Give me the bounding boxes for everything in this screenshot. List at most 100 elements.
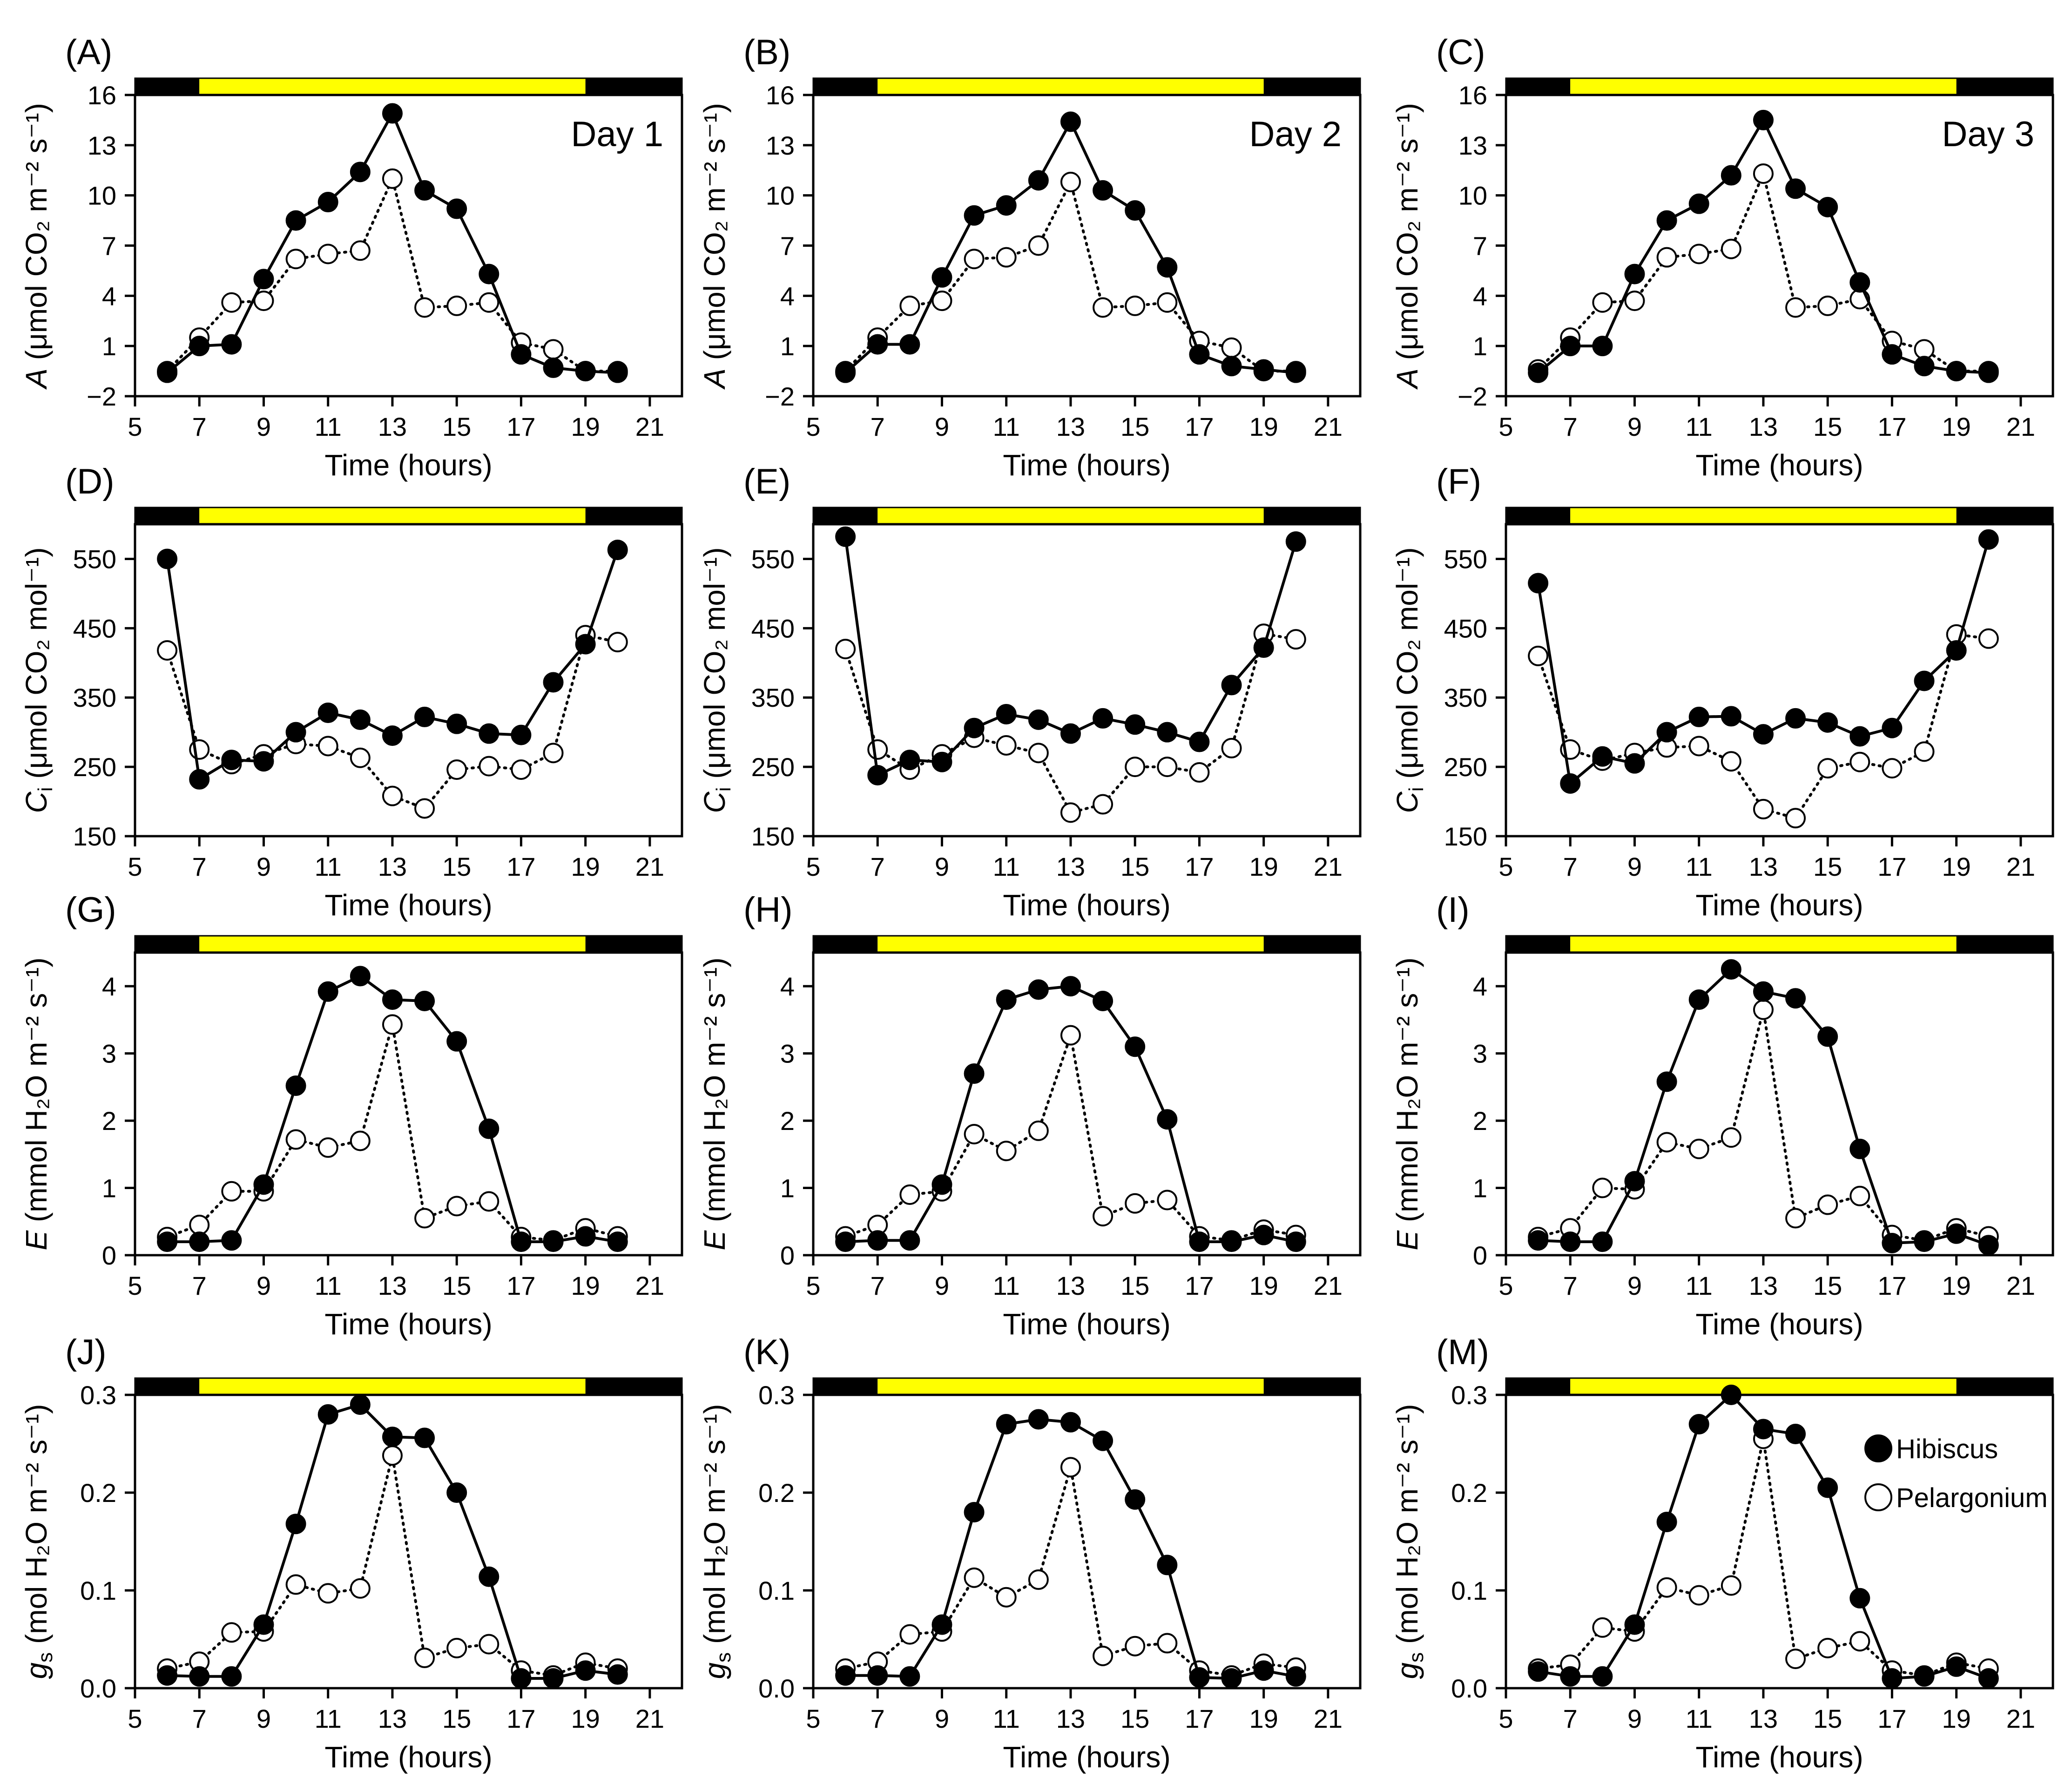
dark-period-bar-morning	[135, 78, 200, 95]
pelargonium-point	[414, 1647, 435, 1668]
hibiscus-point	[1753, 981, 1774, 1002]
hibiscus-point	[350, 1394, 371, 1415]
hibiscus-point	[479, 723, 499, 744]
hibiscus-point	[1785, 1424, 1806, 1444]
hibiscus-point	[1221, 675, 1242, 696]
hibiscus-point	[1914, 1231, 1935, 1252]
x-axis-title: Time (hours)	[1003, 448, 1170, 482]
pelargonium-point	[1688, 243, 1709, 264]
hibiscus-point	[317, 1404, 338, 1425]
x-tick-label: 11	[315, 412, 342, 441]
y-axis-title: Ci (μmol CO₂ mol⁻¹)	[20, 547, 57, 813]
x-tick-label: 5	[128, 1271, 142, 1300]
x-tick-label: 21	[2006, 852, 2035, 881]
hibiscus-point	[1157, 1555, 1178, 1576]
x-axis-title: Time (hours)	[1003, 1740, 1170, 1774]
y-tick-label: 2	[1473, 1106, 1487, 1136]
hibiscus-point	[1978, 362, 1999, 383]
pelargonium-point	[285, 249, 306, 270]
pelargonium-point	[1528, 645, 1549, 666]
light-period-bar	[199, 78, 586, 95]
plot-frame	[134, 1393, 683, 1690]
pelargonium-point	[1028, 743, 1049, 764]
x-tick-label: 11	[993, 412, 1020, 441]
x-tick-label: 17	[1185, 1271, 1214, 1300]
hibiscus-point	[1221, 1668, 1242, 1689]
dark-period-bar-morning	[1506, 78, 1571, 95]
pelargonium-point	[382, 1445, 403, 1466]
pelargonium-point	[1753, 163, 1774, 184]
x-tick-label: 7	[1563, 412, 1578, 441]
hibiscus-point	[1060, 723, 1081, 744]
y-axis-title: Ci (μmol CO₂ mol⁻¹)	[1390, 547, 1428, 813]
y-tick-label: 150	[1444, 822, 1487, 851]
pelargonium-point	[1157, 1633, 1178, 1654]
y-tick-label: 150	[751, 822, 795, 851]
pelargonium-point	[1688, 1138, 1709, 1159]
x-tick-label: 19	[571, 1704, 600, 1733]
y-tick-label: 13	[1458, 131, 1487, 160]
x-tick-label: 19	[1249, 1271, 1278, 1300]
hibiscus-point	[1528, 1230, 1549, 1251]
y-tick-label: 0.2	[80, 1478, 116, 1508]
pelargonium-point	[1849, 1631, 1870, 1652]
x-tick-label: 15	[1120, 1271, 1149, 1300]
y-tick-label: 250	[73, 752, 116, 782]
hibiscus-point	[1560, 773, 1581, 794]
pelargonium-point	[1721, 1127, 1741, 1148]
pelargonium-point	[1656, 1132, 1677, 1153]
hibiscus-point	[350, 709, 371, 730]
hibiscus-point	[1253, 359, 1274, 380]
x-tick-label: 19	[1942, 852, 1971, 881]
x-tick-label: 21	[635, 412, 664, 441]
hibiscus-point	[1656, 1512, 1677, 1532]
hibiscus-point	[1189, 1667, 1210, 1688]
x-tick-label: 5	[1498, 1271, 1513, 1300]
plot-frame	[812, 951, 1362, 1257]
x-tick-label: 7	[192, 1271, 207, 1300]
hibiscus-point	[479, 264, 499, 284]
hibiscus-point	[575, 634, 596, 655]
x-tick-label: 13	[1749, 1704, 1778, 1733]
pelargonium-point	[1849, 1185, 1870, 1206]
x-tick-label: 17	[1185, 852, 1214, 881]
hibiscus-point	[899, 1666, 920, 1687]
hibiscus-point	[511, 724, 532, 745]
x-tick-label: 19	[571, 1271, 600, 1300]
pelargonium-point	[1753, 798, 1774, 819]
pelargonium-point	[479, 756, 499, 777]
hibiscus-point	[996, 703, 1017, 724]
pelargonium-point	[1721, 238, 1741, 259]
pelargonium-point	[350, 240, 371, 261]
pelargonium-point	[1656, 1577, 1677, 1598]
x-tick-label: 9	[1627, 1271, 1642, 1300]
hibiscus-point	[607, 362, 628, 383]
x-tick-label: 19	[1249, 1704, 1278, 1733]
x-tick-label: 11	[1686, 1271, 1713, 1300]
dark-period-bar-evening	[1263, 1378, 1360, 1395]
hibiscus-point	[607, 540, 628, 561]
hibiscus-point	[1978, 1235, 1999, 1256]
hibiscus-point	[1157, 1109, 1178, 1130]
hibiscus-point	[350, 162, 371, 183]
dark-period-bar-morning	[1506, 507, 1571, 524]
y-tick-label: 4	[780, 281, 795, 311]
light-period-bar	[1570, 78, 1957, 95]
hibiscus-point	[189, 336, 210, 357]
dark-period-bar-morning	[135, 507, 200, 524]
x-tick-label: 11	[993, 1271, 1020, 1300]
y-tick-label: 550	[751, 544, 795, 574]
light-period-bar	[1570, 936, 1957, 953]
pelargonium-point	[1285, 629, 1306, 650]
hibiscus-point	[1817, 196, 1838, 217]
pelargonium-point	[1125, 1636, 1146, 1657]
hibiscus-point	[189, 1231, 210, 1252]
pelargonium-point	[1914, 741, 1935, 762]
hibiscus-point	[221, 1230, 242, 1251]
y-tick-label: 1	[1473, 1174, 1487, 1203]
y-tick-label: 1	[780, 331, 795, 361]
panel-label: (J)	[65, 1332, 107, 1372]
y-axis-title: E (mmol H₂O m⁻² s⁻¹)	[698, 957, 731, 1250]
hibiscus-point	[1560, 1666, 1581, 1687]
x-tick-label: 17	[1185, 1704, 1214, 1733]
